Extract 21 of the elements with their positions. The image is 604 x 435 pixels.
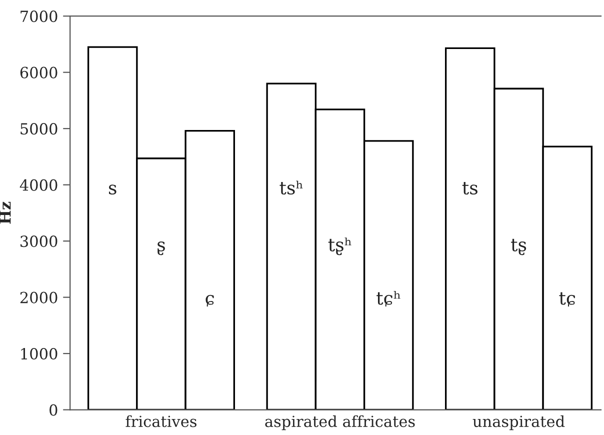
data-label: tʂʰ: [328, 238, 352, 256]
y-tick-label: 2000: [20, 292, 58, 304]
y-tick-label: 0: [50, 404, 58, 416]
y-tick-label: 6000: [20, 66, 58, 78]
data-label: tʂ: [511, 238, 526, 256]
data-label: tɕʰ: [376, 290, 400, 306]
data-label: tsʰ: [280, 180, 303, 195]
y-tick-label: 4000: [20, 179, 58, 191]
data-label: s: [108, 184, 116, 195]
x-tick-label: aspirated affricates: [265, 415, 415, 430]
y-tick-label: 7000: [20, 10, 58, 22]
y-tick-label: 3000: [20, 236, 58, 248]
y-tick-label: 1000: [21, 348, 58, 360]
data-label: ts: [462, 182, 478, 195]
x-tick-label: fricatives: [126, 415, 196, 428]
x-tick-label: unaspirated: [472, 415, 565, 430]
y-tick-label: 5000: [20, 123, 58, 135]
data-label: tɕ: [559, 292, 575, 306]
y-axis-title: Hz: [0, 202, 11, 224]
data-label: ʂ: [158, 241, 165, 256]
data-label: ɕ: [206, 294, 214, 306]
